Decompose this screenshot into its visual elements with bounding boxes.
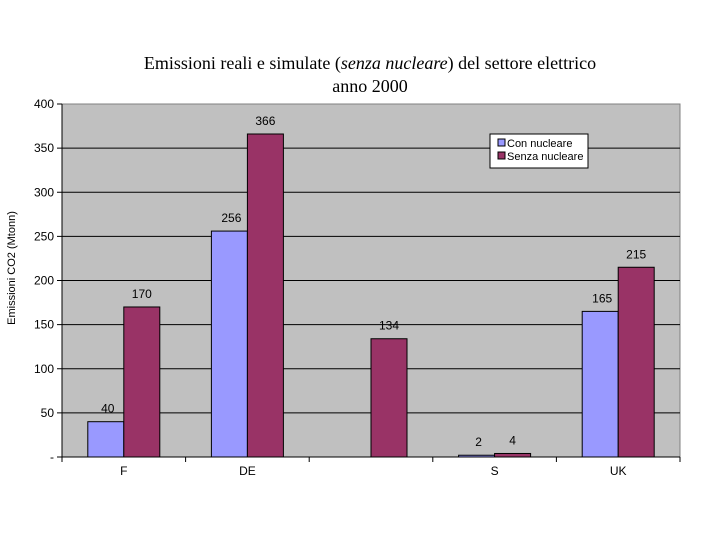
- title-part: Emissioni reali e simulate (: [143, 53, 341, 73]
- data-label: 256: [221, 211, 241, 225]
- y-tick-label: 200: [34, 274, 54, 288]
- y-tick-label: 300: [34, 185, 54, 199]
- bar: [581, 310, 619, 458]
- bar: [370, 338, 408, 458]
- bar: [210, 230, 248, 458]
- data-label: 165: [592, 291, 612, 305]
- y-tick-label: 50: [41, 406, 55, 420]
- y-axis-label: Emissioni CO2 (Mtonn): [6, 211, 18, 325]
- y-tick-label: 100: [34, 362, 54, 376]
- y-tick-label: 150: [34, 318, 54, 332]
- bar: [123, 306, 161, 458]
- bar: [617, 266, 655, 458]
- y-tick-label: 400: [34, 97, 54, 111]
- axes: 400 350 300 250 200 150 100 50 - F DE S UK: [34, 97, 681, 478]
- x-tick-label: DE: [239, 464, 256, 478]
- x-tick-label: UK: [610, 464, 627, 478]
- title-part: ) del settore elettrico: [447, 53, 597, 73]
- y-tick-label: -: [50, 450, 54, 464]
- title-italic-part: senza nucleare: [340, 53, 448, 73]
- data-label: 215: [626, 247, 646, 261]
- data-label: 4: [509, 433, 516, 447]
- bar: [246, 133, 284, 458]
- chart-title: Emissioni reali e simulate (senza nuclea…: [40, 52, 700, 98]
- data-label: 366: [255, 114, 275, 128]
- data-labels: 40 256 2 165 170 366 134 4 215: [101, 114, 646, 449]
- chart-title-line-1: Emissioni reali e simulate (senza nuclea…: [40, 52, 700, 75]
- y-tick-label: 250: [34, 229, 54, 243]
- chart-title-line-2: anno 2000: [332, 76, 408, 96]
- x-tick-label: S: [491, 464, 499, 478]
- y-tick-label: 350: [34, 141, 54, 155]
- bars: [87, 133, 655, 458]
- legend-label: Senza nucleare: [507, 151, 583, 163]
- bar: [494, 452, 532, 458]
- bar: [87, 421, 125, 458]
- data-label: 134: [379, 319, 399, 333]
- data-label: 40: [101, 402, 115, 416]
- data-label: 2: [475, 435, 482, 449]
- legend-swatch: [497, 138, 506, 147]
- legend-box: [489, 133, 589, 169]
- x-tick-label: F: [120, 464, 127, 478]
- data-label: 170: [132, 287, 152, 301]
- legend-label: Con nucleare: [507, 138, 572, 150]
- legend-swatch: [497, 151, 506, 160]
